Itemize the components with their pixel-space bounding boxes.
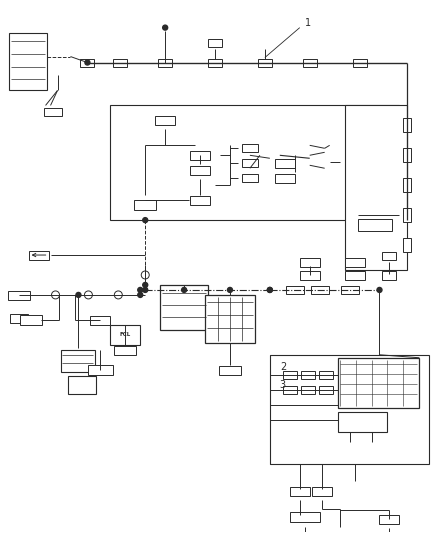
Bar <box>403 208 411 222</box>
Bar <box>43 108 61 116</box>
Circle shape <box>143 287 148 293</box>
Bar <box>353 59 367 67</box>
Bar <box>8 291 30 300</box>
Bar <box>275 159 295 168</box>
Circle shape <box>143 217 148 223</box>
Bar <box>341 286 359 294</box>
Bar <box>88 365 113 375</box>
Text: 2: 2 <box>280 362 286 372</box>
Bar <box>242 174 258 182</box>
Bar <box>403 238 411 252</box>
Bar <box>338 411 388 432</box>
Circle shape <box>182 287 187 293</box>
Bar <box>379 515 399 524</box>
Bar <box>158 59 172 67</box>
Bar <box>290 512 320 522</box>
Bar <box>319 371 332 379</box>
Bar <box>113 59 127 67</box>
Bar <box>275 174 295 183</box>
Circle shape <box>267 287 272 293</box>
Bar <box>290 487 310 496</box>
Text: 3: 3 <box>280 379 286 390</box>
Bar <box>300 271 320 280</box>
Bar <box>10 314 28 323</box>
Circle shape <box>85 60 90 65</box>
Circle shape <box>76 293 81 297</box>
Bar <box>190 196 210 205</box>
Bar <box>345 258 364 267</box>
Bar <box>283 386 297 394</box>
Circle shape <box>138 293 143 297</box>
Bar <box>382 271 396 280</box>
Bar <box>301 371 314 379</box>
Bar <box>208 59 222 67</box>
Text: 1: 1 <box>305 18 311 28</box>
Bar <box>9 33 46 91</box>
Bar <box>303 59 317 67</box>
Bar <box>283 371 297 379</box>
Bar <box>68 376 96 394</box>
Circle shape <box>143 282 148 287</box>
Bar <box>219 366 241 375</box>
Bar <box>300 258 320 267</box>
Bar <box>190 151 210 160</box>
Bar <box>357 219 392 231</box>
Bar <box>81 59 95 67</box>
Bar <box>208 38 222 46</box>
Bar <box>90 316 110 325</box>
Bar <box>155 116 175 125</box>
Bar <box>403 118 411 132</box>
Circle shape <box>138 287 143 293</box>
Bar <box>134 200 156 210</box>
Circle shape <box>162 25 168 30</box>
Bar <box>242 159 258 167</box>
Bar <box>160 285 208 330</box>
Bar <box>60 350 95 372</box>
Bar <box>382 252 396 260</box>
Circle shape <box>267 287 272 293</box>
Bar <box>338 358 419 408</box>
Bar <box>28 251 49 260</box>
Bar <box>319 386 332 394</box>
Bar <box>311 286 328 294</box>
Bar <box>270 355 429 464</box>
Bar <box>286 286 304 294</box>
Bar <box>205 295 255 343</box>
Bar <box>345 271 364 280</box>
Circle shape <box>377 287 382 293</box>
Bar <box>403 178 411 192</box>
Bar <box>258 59 272 67</box>
Bar <box>301 386 314 394</box>
Bar <box>190 166 210 175</box>
Bar <box>110 106 399 220</box>
Bar <box>20 315 42 325</box>
Bar <box>312 487 332 496</box>
Bar <box>242 144 258 152</box>
Circle shape <box>227 287 233 293</box>
Text: FCL: FCL <box>120 332 131 337</box>
Bar <box>110 325 140 345</box>
Bar <box>345 106 407 270</box>
Bar <box>403 148 411 162</box>
Bar <box>114 346 136 355</box>
